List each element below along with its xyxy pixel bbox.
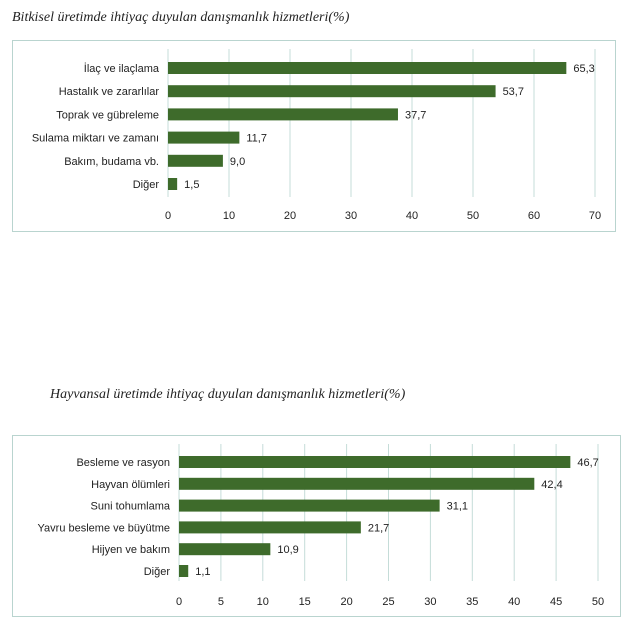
chart-2-value-label: 46,7	[577, 457, 598, 469]
chart-1-bar	[168, 154, 223, 167]
chart-2-category-label: Yavru besleme ve büyütme	[38, 522, 170, 534]
chart-1-bar	[168, 131, 240, 144]
chart-1-value-label: 1,5	[184, 179, 199, 191]
chart-1-x-tick-label: 30	[345, 210, 357, 222]
chart-2-category-label: Diğer	[144, 566, 171, 578]
chart-1-value-label: 11,7	[246, 133, 267, 145]
chart-1-bar	[168, 62, 567, 74]
chart-2-category-label: Suni tohumlama	[91, 501, 171, 513]
chart-2-bar	[179, 499, 440, 512]
chart-1-x-tick-label: 40	[406, 210, 418, 222]
chart-2-category-label: Besleme ve rasyon	[76, 457, 170, 469]
chart-2-bar	[179, 565, 189, 577]
chart-2-value-label: 42,4	[541, 479, 562, 491]
chart-2-x-tick-label: 30	[424, 596, 436, 608]
chart-2-value-label: 21,7	[368, 522, 389, 534]
chart-1-category-label: Bakım, budama vb.	[64, 156, 159, 168]
chart-1-x-tick-label: 60	[528, 210, 540, 222]
chart-1-category-label: Diğer	[133, 179, 160, 191]
chart-1-value-label: 37,7	[405, 109, 426, 121]
chart-2-bar	[179, 521, 361, 534]
chart-2-x-tick-label: 40	[508, 596, 520, 608]
chart-1-category-label: Sulama miktarı ve zamanı	[32, 133, 159, 145]
chart-2-x-tick-label: 45	[550, 596, 562, 608]
chart-2-value-label: 10,9	[277, 544, 298, 556]
chart-2-plot: 0 5 10 15 20 25 30 35 40 45 50 Besleme ve rasyon 46,…	[38, 444, 604, 608]
chart-1-x-tick-label: 20	[284, 210, 296, 222]
chart-2-x-tick-label: 0	[176, 596, 182, 608]
chart-2-bar	[179, 543, 271, 556]
chart-1-x-tick-label: 50	[467, 210, 479, 222]
chart-1-category-label: İlaç ve ilaçlama	[84, 62, 160, 75]
chart-1-value-label: 53,7	[503, 86, 524, 98]
chart-2-value-label: 1,1	[195, 566, 210, 578]
chart-1-frame: 0 10 20 30 40 50 60 70 İlaç ve ilaçlama 65,3 Hasta…	[12, 40, 616, 232]
chart-2-x-tick-label: 20	[340, 596, 352, 608]
chart-2-x-tick-label: 50	[592, 596, 604, 608]
chart-2-x-tick-label: 25	[382, 596, 394, 608]
chart-1-x-tick-label: 0	[165, 210, 171, 222]
chart-2-title: Hayvansal üretimde ihtiyaç duyulan danış…	[50, 387, 406, 402]
chart-2-x-tick-label: 15	[299, 596, 311, 608]
chart-2-category-label: Hijyen ve bakım	[92, 544, 170, 556]
chart-2-bar	[179, 477, 535, 490]
chart-1-bar	[168, 85, 496, 98]
chart-2-value-label: 31,1	[447, 501, 468, 513]
chart-1-bar	[168, 108, 398, 121]
chart-1-value-label: 9,0	[230, 156, 245, 168]
chart-2-frame: 0 5 10 15 20 25 30 35 40 45 50 Besleme ve rasyon 46,…	[12, 435, 621, 617]
chart-1-plot: 0 10 20 30 40 50 60 70 İlaç ve ilaçlama 65,3 Hasta…	[32, 49, 601, 222]
chart-1-x-tick-label: 10	[223, 210, 235, 222]
chart-1-value-label: 65,3	[573, 63, 594, 75]
chart-2-x-tick-label: 5	[218, 596, 224, 608]
chart-1-category-label: Hastalık ve zararlılar	[59, 86, 160, 98]
chart-1-x-tick-label: 70	[589, 210, 601, 222]
chart-2-x-tick-label: 10	[257, 596, 269, 608]
chart-2-category-label: Hayvan ölümleri	[91, 479, 170, 491]
chart-2-bar	[179, 456, 571, 468]
chart-1-category-label: Toprak ve gübreleme	[56, 109, 159, 121]
chart-1-bar	[168, 178, 178, 190]
chart-2-x-tick-label: 35	[466, 596, 478, 608]
chart-1-title: Bitkisel üretimde ihtiyaç duyulan danışm…	[12, 10, 350, 25]
